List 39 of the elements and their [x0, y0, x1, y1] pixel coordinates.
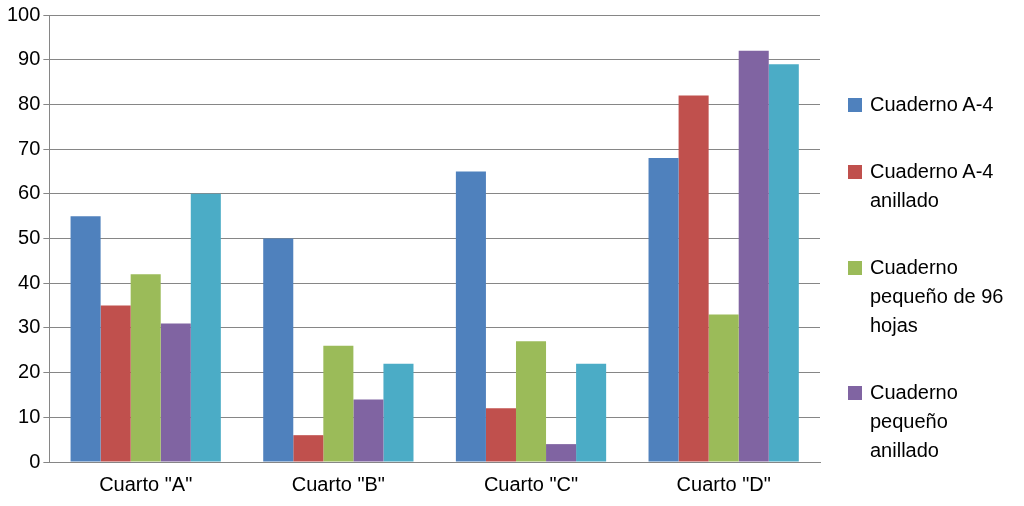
legend-label: Cuaderno pequeño de 96 hojas	[870, 255, 1005, 338]
bar	[546, 444, 577, 462]
bar	[190, 193, 221, 462]
legend-label: Cuaderno A-4 anillado	[870, 159, 995, 213]
bar	[678, 95, 709, 462]
y-tick-label: 40	[18, 270, 41, 293]
x-tick-label: Cuarto "C"	[483, 472, 579, 495]
bar	[708, 314, 739, 462]
y-tick-label: 20	[18, 360, 41, 383]
bar	[323, 345, 354, 462]
bar	[160, 323, 191, 462]
bar	[353, 399, 384, 462]
bar	[293, 435, 324, 462]
bar	[130, 274, 161, 462]
y-tick-label: 60	[18, 181, 41, 204]
y-tick-label: 50	[18, 226, 41, 249]
y-tick-label: 90	[18, 47, 41, 70]
bar	[100, 305, 131, 462]
bar	[485, 408, 516, 462]
y-tick-label: 0	[29, 449, 41, 472]
y-tick-label: 30	[18, 315, 41, 338]
x-tick-label: Cuarto "A"	[99, 472, 193, 495]
bar	[576, 363, 607, 462]
bar	[383, 363, 414, 462]
bar	[515, 341, 547, 462]
legend-label: Cuaderno pequeño anillado	[870, 380, 959, 463]
bar	[263, 238, 294, 462]
bar	[70, 216, 101, 462]
legend-label: Cuaderno A-4	[870, 92, 994, 117]
bar	[648, 158, 679, 462]
y-tick-label: 80	[18, 91, 41, 114]
y-tick-label: 100	[6, 2, 41, 25]
y-tick-label: 10	[18, 404, 41, 427]
x-tick-label: Cuarto "B"	[291, 472, 385, 495]
bar	[768, 64, 799, 462]
y-tick-label: 70	[18, 136, 41, 159]
x-tick-label: Cuarto "D"	[676, 472, 771, 495]
bar	[455, 171, 486, 462]
bar	[738, 50, 769, 462]
